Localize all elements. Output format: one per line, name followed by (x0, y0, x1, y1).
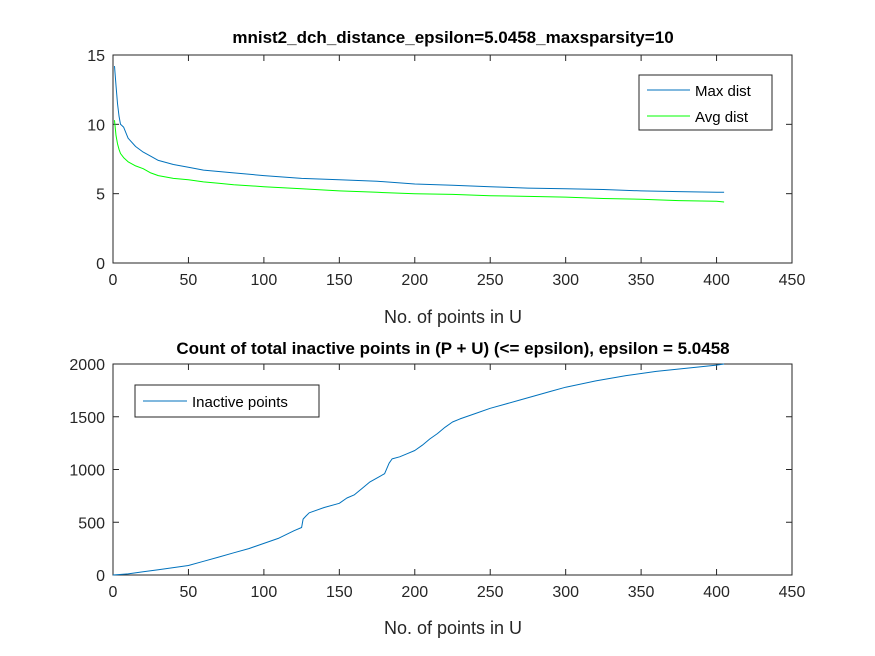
top-chart-y-tick-label: 0 (96, 256, 105, 273)
top-chart-y-tick-label: 15 (87, 48, 105, 65)
bottom-chart-x-tick-label: 150 (326, 584, 353, 601)
top-chart-legend-label-max-dist: Max dist (695, 83, 752, 100)
top-chart-legend-box (638, 74, 773, 131)
bottom-chart-y-tick-label: 1500 (69, 410, 105, 427)
top-chart-x-tick-label: 150 (326, 272, 353, 289)
bottom-chart-lines (112, 363, 725, 576)
bottom-chart-x-tick-label: 300 (552, 584, 579, 601)
top-chart-y-tick-label: 10 (87, 117, 105, 134)
top-chart-x-tick-label: 250 (477, 272, 504, 289)
bottom-chart-x-axis-label: No. of points in U (384, 618, 522, 638)
bottom-chart-legend: Inactive points (134, 384, 320, 418)
top-chart: mnist2_dch_distance_epsilon=5.0458_maxsp… (87, 28, 805, 327)
bottom-chart-x-tick-label: 0 (109, 584, 118, 601)
top-chart-x-tick-label: 400 (703, 272, 730, 289)
top-chart-legend: Max dist Avg dist (638, 74, 773, 131)
bottom-chart: Count of total inactive points in (P + U… (69, 339, 805, 638)
bottom-chart-x-tick-label: 200 (401, 584, 428, 601)
bottom-chart-x-ticks: 0 50 100 150 200 250 300 350 400 450 (109, 364, 806, 601)
bottom-chart-legend-label-inactive-points: Inactive points (192, 394, 288, 411)
bottom-chart-x-tick-label: 250 (477, 584, 504, 601)
top-chart-x-tick-label: 200 (401, 272, 428, 289)
bottom-chart-x-tick-label: 50 (180, 584, 198, 601)
bottom-chart-x-tick-label: 100 (251, 584, 278, 601)
top-chart-lines (114, 66, 725, 203)
bottom-chart-y-tick-label: 0 (96, 568, 105, 585)
top-chart-x-tick-label: 50 (180, 272, 198, 289)
bottom-chart-x-tick-label: 350 (628, 584, 655, 601)
top-chart-x-tick-label: 300 (552, 272, 579, 289)
bottom-chart-x-tick-label: 450 (779, 584, 806, 601)
bottom-chart-y-tick-label: 1000 (69, 463, 105, 480)
bottom-chart-y-tick-label: 500 (78, 515, 105, 532)
bottom-chart-series-line-inactive-points (112, 363, 725, 576)
top-chart-x-axis-label: No. of points in U (384, 307, 522, 327)
bottom-chart-y-ticks: 0 500 1000 1500 2000 (69, 357, 792, 585)
top-chart-series-line-avg-dist (114, 120, 725, 203)
top-chart-x-tick-label: 350 (628, 272, 655, 289)
top-chart-series-line-max-dist (114, 66, 725, 193)
top-chart-x-tick-label: 100 (251, 272, 278, 289)
top-chart-y-ticks: 0 5 10 15 (87, 48, 792, 273)
top-chart-legend-label-avg-dist: Avg dist (695, 109, 749, 126)
top-chart-x-ticks: 0 50 100 150 200 250 300 350 400 450 (109, 55, 806, 289)
top-chart-y-tick-label: 5 (96, 187, 105, 204)
bottom-chart-x-tick-label: 400 (703, 584, 730, 601)
bottom-chart-title: Count of total inactive points in (P + U… (176, 339, 729, 358)
top-chart-x-tick-label: 450 (779, 272, 806, 289)
top-chart-x-tick-label: 0 (109, 272, 118, 289)
bottom-chart-y-tick-label: 2000 (69, 357, 105, 374)
top-chart-title: mnist2_dch_distance_epsilon=5.0458_maxsp… (232, 28, 673, 47)
